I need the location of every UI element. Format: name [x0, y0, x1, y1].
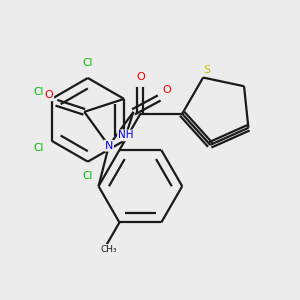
Text: Cl: Cl [34, 143, 44, 153]
Text: N: N [105, 141, 113, 151]
Text: Cl: Cl [34, 87, 44, 97]
Text: NH: NH [118, 130, 134, 140]
Text: O: O [44, 90, 53, 100]
Text: Cl: Cl [82, 58, 93, 68]
Text: O: O [136, 72, 145, 82]
Text: S: S [204, 65, 211, 75]
Text: O: O [162, 85, 171, 95]
Text: Cl: Cl [82, 171, 93, 181]
Text: CH₃: CH₃ [101, 245, 117, 254]
